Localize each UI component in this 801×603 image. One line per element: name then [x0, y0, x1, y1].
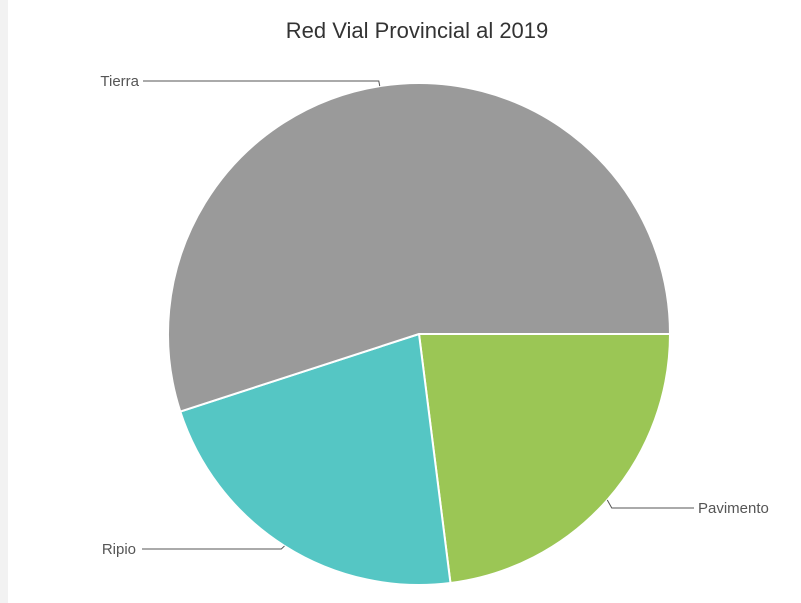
- chart-card: Red Vial Provincial al 2019 Pavimento Rip…: [8, 0, 801, 603]
- leader-line-tierra: [143, 80, 381, 87]
- leader-line-pavimento: [606, 499, 694, 509]
- slice-label-pavimento: Pavimento: [698, 500, 769, 517]
- pie-slice-ripio[interactable]: [179, 332, 452, 586]
- pie-slices: [167, 81, 672, 586]
- pie-chart: Red Vial Provincial al 2019 Pavimento Rip…: [100, 18, 769, 586]
- slice-label-ripio: Ripio: [102, 541, 136, 558]
- pie-slice-pavimento[interactable]: [417, 333, 672, 585]
- slice-label-tierra: Tierra: [100, 73, 139, 90]
- chart-title: Red Vial Provincial al 2019: [286, 18, 549, 43]
- pie-labels: Pavimento Ripio Tierra: [100, 73, 769, 558]
- leader-line-ripio: [142, 545, 285, 550]
